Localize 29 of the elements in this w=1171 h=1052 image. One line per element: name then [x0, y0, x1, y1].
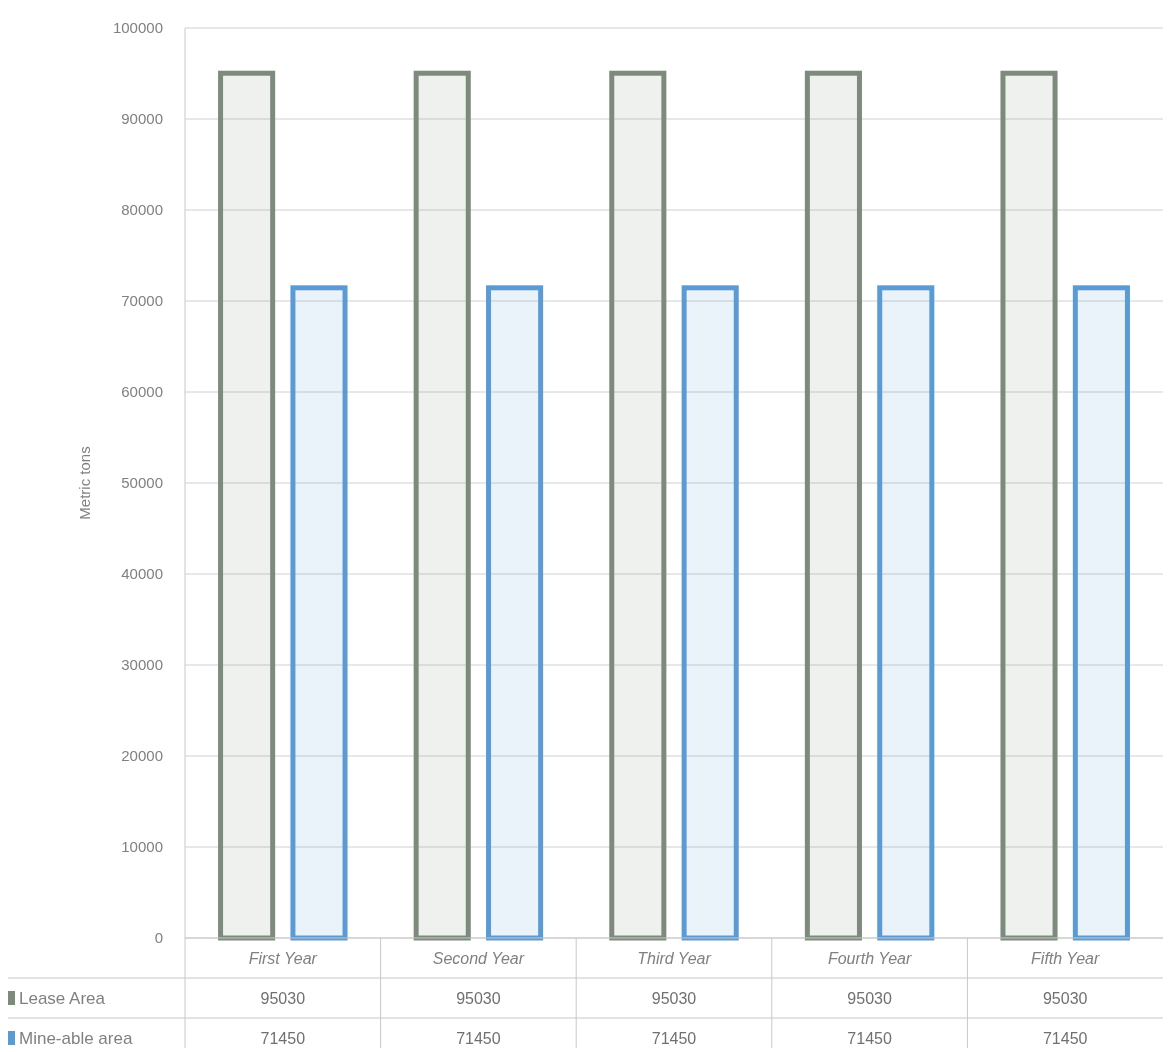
y-tick-label: 70000	[121, 292, 163, 310]
data-label: 71450	[456, 1029, 501, 1047]
data-label: 71450	[651, 1029, 697, 1047]
y-tick-label: 0	[154, 929, 163, 947]
y-tick-label: 30000	[121, 656, 163, 674]
y-tick-label: 50000	[121, 474, 163, 492]
y-tick-label: 60000	[121, 383, 163, 401]
x-tick-label: Fourth Year	[827, 949, 912, 967]
y-tick-label: 90000	[121, 110, 163, 128]
legend-label: Mine-able area	[19, 1028, 133, 1048]
y-tick-label: 40000	[121, 565, 163, 583]
x-tick-label: Second Year	[432, 949, 525, 967]
x-tick-label: First Year	[248, 949, 318, 967]
data-label: 95030	[847, 989, 892, 1007]
data-label: 71450	[847, 1029, 892, 1047]
y-axis-title: Metric tons	[76, 446, 93, 520]
legend-label: Lease Area	[19, 988, 106, 1008]
data-label: 95030	[651, 989, 697, 1007]
data-label: 95030	[260, 989, 306, 1007]
y-tick-label: 10000	[121, 838, 163, 856]
y-tick-label: 100000	[112, 19, 163, 37]
data-label: 71450	[1042, 1029, 1088, 1047]
x-tick-label: Third Year	[637, 949, 712, 967]
y-tick-label: 80000	[121, 201, 163, 219]
data-label: 71450	[260, 1029, 306, 1047]
data-label: 95030	[456, 989, 501, 1007]
data-label: 95030	[1042, 989, 1088, 1007]
x-tick-label: Fifth Year	[1031, 949, 1100, 967]
y-tick-label: 20000	[121, 747, 163, 765]
